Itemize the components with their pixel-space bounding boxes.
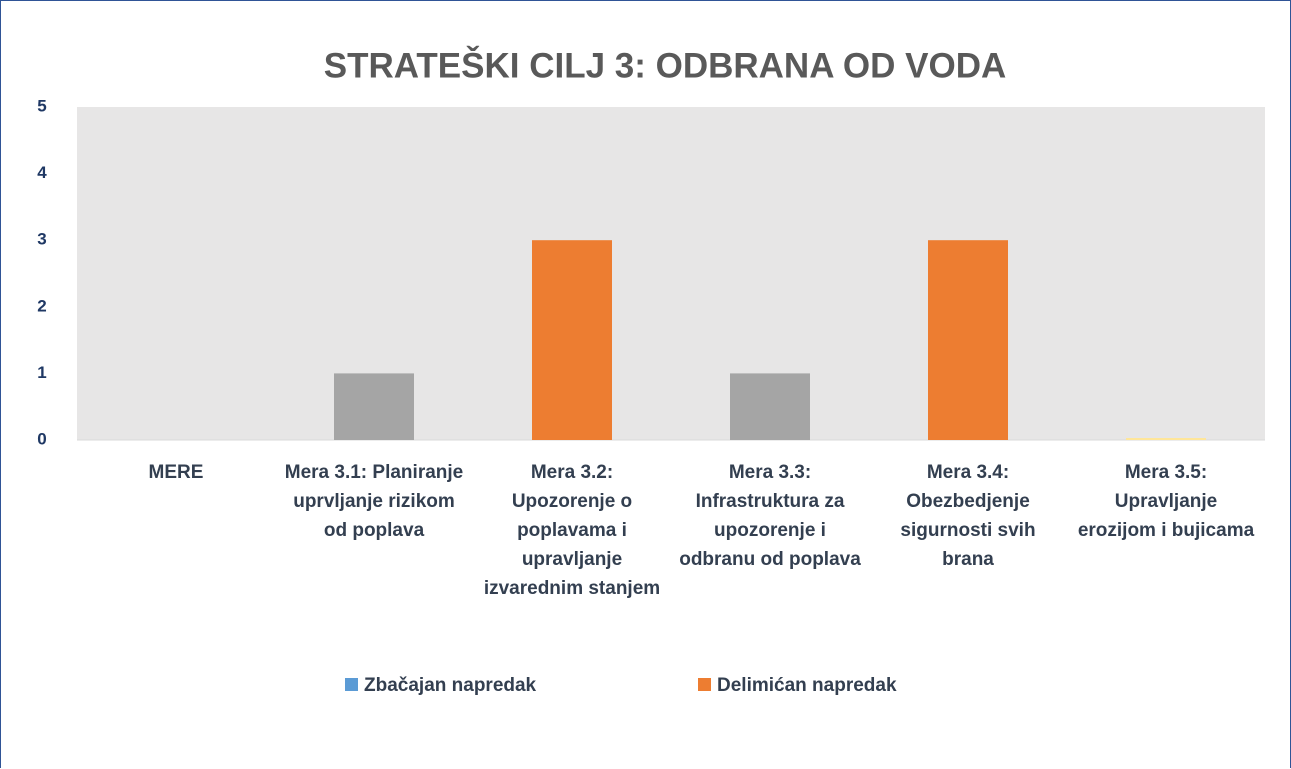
y-tick-label: 3 — [37, 230, 46, 249]
y-tick-label: 2 — [37, 296, 46, 315]
x-tick-label: Mera 3.5: Upravljanje erozijom i bujicam… — [1077, 462, 1255, 541]
y-tick-label: 5 — [37, 96, 46, 115]
chart-title: STRATEŠKI CILJ 3: ODBRANA OD VODA — [324, 45, 1007, 85]
x-tick-label: Mera 3.2: Upozorenje o poplavama i uprav… — [483, 462, 661, 599]
bar — [532, 240, 612, 440]
x-tick-label: MERE — [148, 462, 204, 483]
bar — [1126, 438, 1206, 440]
x-tick-label: Mera 3.1: Planiranje uprvljanje rizikom … — [284, 462, 464, 541]
legend-label: Zbačajan napredak — [364, 675, 537, 696]
y-tick-label: 1 — [37, 363, 46, 382]
plot-area — [77, 107, 1265, 440]
y-tick-label: 4 — [37, 163, 47, 182]
bar — [928, 240, 1008, 440]
bar — [730, 373, 810, 440]
legend-swatch — [345, 678, 358, 691]
x-tick-label: Mera 3.4: Obezbedjenje sigurnosti svih b… — [900, 462, 1036, 570]
x-tick-label: Mera 3.3: Infrastruktura za upozorenje i… — [679, 462, 861, 570]
bar — [334, 373, 414, 440]
y-tick-label: 0 — [37, 429, 46, 448]
legend-label: Delimićan napredak — [717, 675, 897, 696]
legend-swatch — [698, 678, 711, 691]
